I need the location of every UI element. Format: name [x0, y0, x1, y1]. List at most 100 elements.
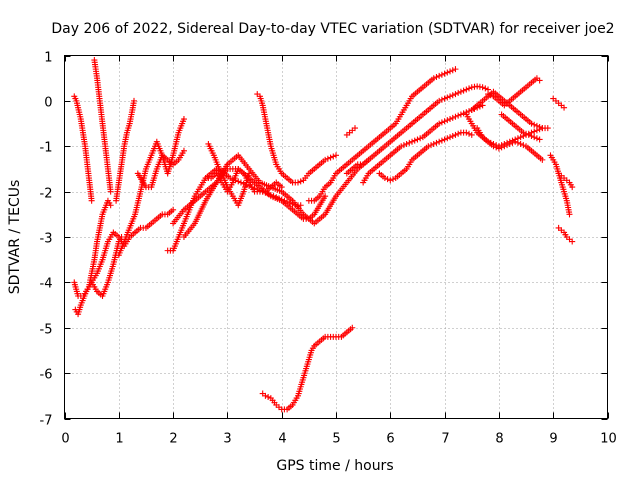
- data-point: [452, 91, 459, 98]
- data-point: [170, 206, 177, 213]
- data-point: [457, 88, 464, 95]
- data-point: [273, 194, 280, 201]
- series-track-k: [180, 152, 372, 240]
- data-point: [398, 143, 405, 150]
- data-point: [107, 202, 114, 209]
- data-point: [449, 114, 456, 121]
- series-track-d: [72, 234, 125, 318]
- data-point: [322, 156, 329, 163]
- data-point: [229, 176, 236, 183]
- x-tick-labels: 0 1 2 3 4 5 6 7 8 9 10: [61, 432, 616, 447]
- data-point: [447, 68, 454, 75]
- data-point: [449, 133, 456, 140]
- data-point: [444, 117, 451, 124]
- data-point: [517, 134, 524, 141]
- data-point: [569, 238, 576, 245]
- x-tick-label: 10: [600, 432, 617, 447]
- series-track-a: [71, 93, 95, 204]
- data-point: [441, 70, 448, 77]
- data-point: [485, 91, 492, 98]
- data-point: [498, 144, 505, 151]
- data-point: [501, 143, 508, 150]
- data-point: [523, 130, 530, 137]
- series-track-x: [550, 95, 568, 111]
- data-point: [430, 140, 437, 147]
- chart-title: Day 206 of 2022, Sidereal Day-to-day VTE…: [51, 21, 614, 37]
- data-point: [463, 129, 470, 136]
- data-point: [384, 176, 391, 183]
- x-tick-label: 5: [332, 432, 340, 447]
- y-tick-label: -4: [40, 277, 53, 292]
- data-point: [468, 131, 475, 138]
- x-tick-label: 6: [386, 432, 394, 447]
- data-point: [482, 85, 489, 92]
- data-point: [487, 92, 494, 99]
- y-axis-label: SDTVAR / TECUs: [7, 180, 23, 295]
- data-point: [466, 85, 473, 92]
- data-point: [452, 131, 459, 138]
- data-point: [536, 77, 543, 84]
- data-point: [438, 119, 445, 126]
- data-point: [243, 181, 250, 188]
- series-track-aa: [555, 170, 576, 191]
- data-point: [441, 95, 448, 102]
- data-point: [324, 155, 331, 162]
- data-point: [262, 189, 269, 196]
- y-tick-label: -5: [40, 323, 53, 338]
- data-point: [447, 93, 454, 100]
- data-point: [433, 74, 440, 81]
- data-point: [246, 182, 253, 189]
- data-point: [352, 125, 359, 132]
- data-point: [536, 123, 543, 130]
- data-point: [411, 137, 418, 144]
- data-point: [517, 140, 524, 147]
- data-point: [455, 89, 462, 96]
- data-point: [265, 190, 272, 197]
- data-point: [441, 118, 448, 125]
- data-point: [455, 130, 462, 137]
- data-point: [506, 140, 513, 147]
- y-tick-label: 0: [44, 96, 52, 111]
- series-track-e: [113, 97, 138, 204]
- data-point: [531, 134, 538, 141]
- data-point: [333, 152, 339, 159]
- data-point: [533, 135, 540, 142]
- data-point: [327, 154, 334, 161]
- y-tick-label: -3: [40, 232, 53, 247]
- data-point: [278, 196, 285, 203]
- series-track-p: [343, 83, 492, 177]
- data-point: [444, 94, 451, 101]
- data-point: [447, 134, 454, 141]
- data-point: [449, 67, 456, 74]
- data-point: [180, 116, 187, 123]
- data-marks: [71, 57, 576, 413]
- x-tick-label: 7: [441, 432, 449, 447]
- data-point: [381, 175, 388, 182]
- series-track-h: [134, 147, 187, 191]
- data-point: [531, 128, 538, 135]
- data-point: [237, 179, 244, 186]
- data-point: [322, 193, 329, 200]
- data-point: [240, 180, 247, 187]
- data-point: [436, 120, 443, 127]
- data-point: [490, 143, 497, 150]
- y-tick-labels: -7 -6 -5 -4 -3 -2 -1 0 1: [40, 51, 53, 429]
- data-point: [297, 202, 304, 209]
- data-point: [438, 96, 445, 103]
- data-point: [569, 184, 576, 191]
- y-tick-label: -2: [40, 187, 53, 202]
- data-point: [436, 72, 443, 79]
- data-point: [289, 201, 296, 208]
- series-track-ac: [259, 324, 356, 413]
- data-point: [539, 156, 546, 163]
- data-point: [349, 324, 356, 331]
- data-point: [436, 97, 443, 104]
- data-point: [466, 130, 473, 137]
- x-tick-label: 8: [495, 432, 503, 447]
- data-point: [180, 147, 187, 154]
- y-tick-label: -7: [40, 414, 53, 429]
- data-point: [275, 195, 282, 202]
- data-point: [400, 142, 407, 149]
- series-track-y: [547, 152, 573, 218]
- data-point: [430, 75, 437, 82]
